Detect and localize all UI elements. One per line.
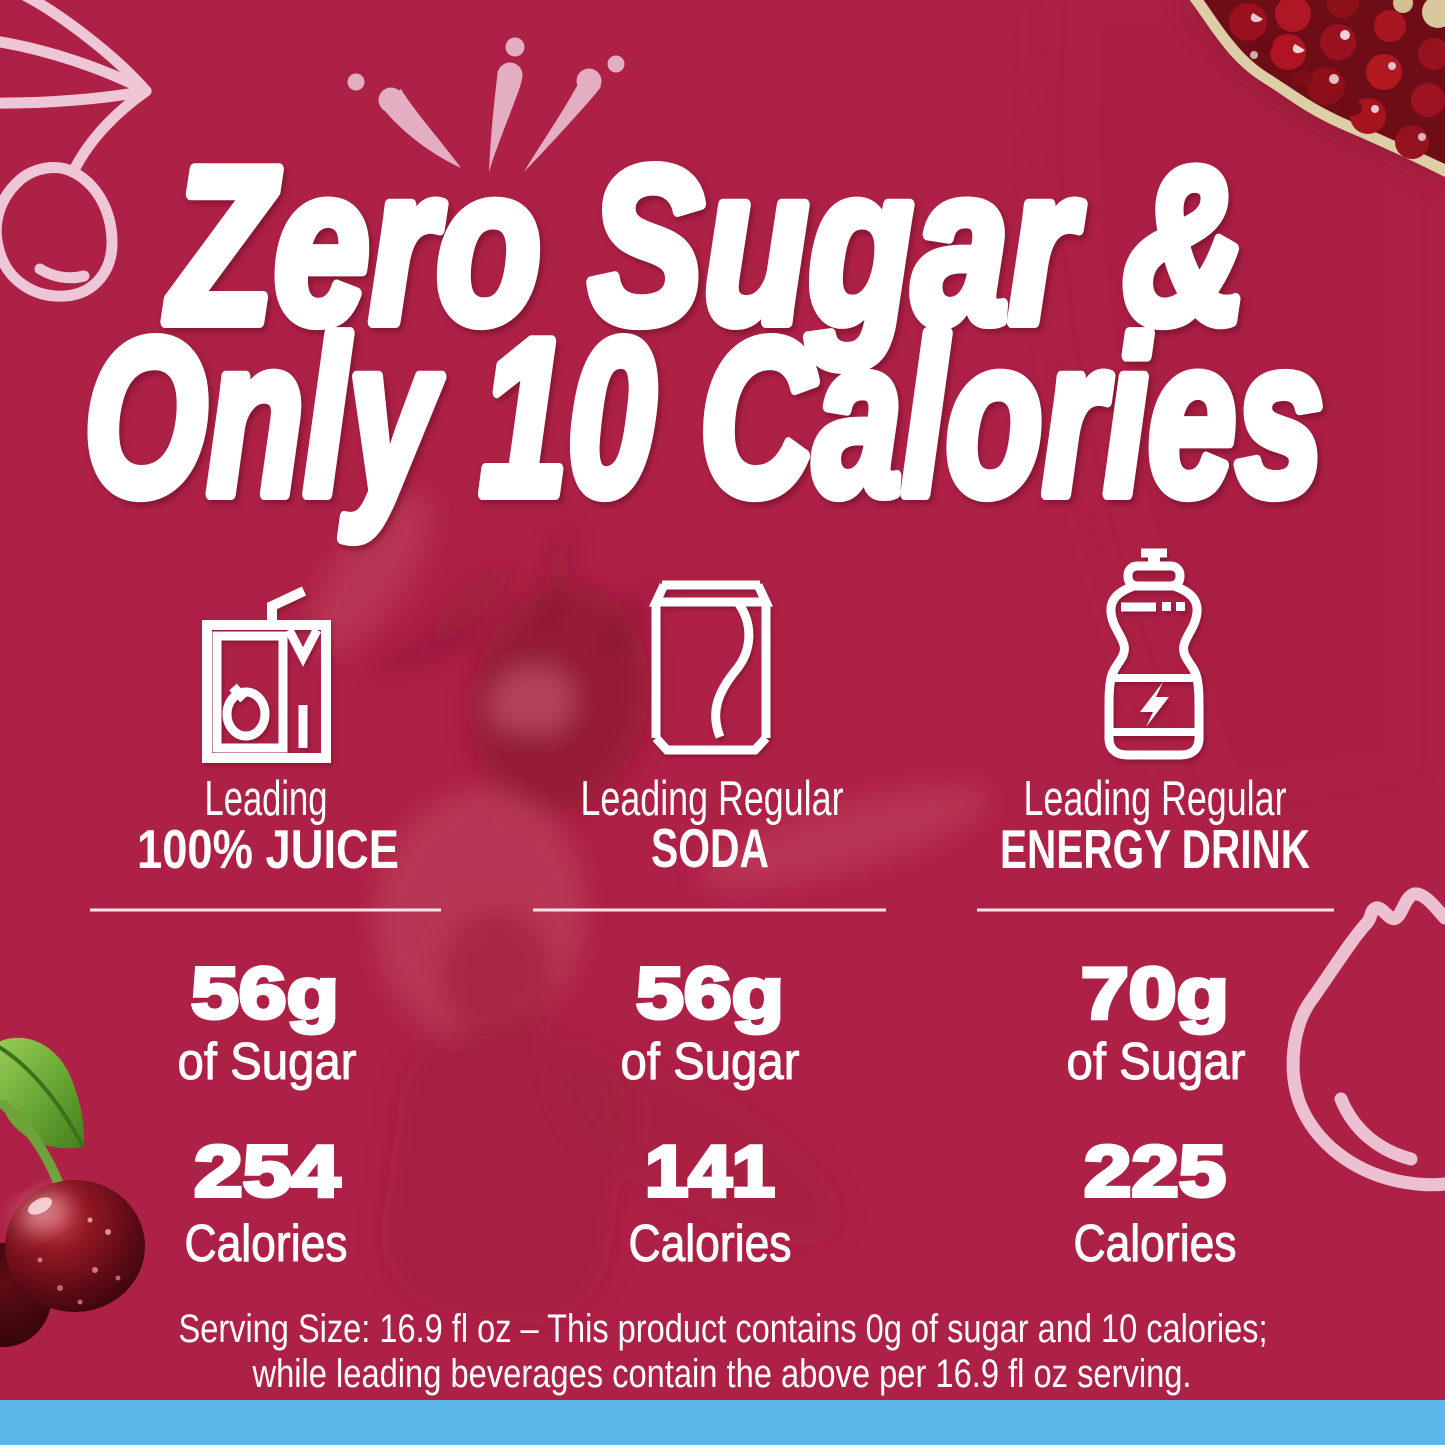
svg-text:of Sugar: of Sugar — [178, 1033, 357, 1091]
svg-text:Calories: Calories — [185, 1215, 348, 1273]
svg-text:of Sugar: of Sugar — [621, 1033, 800, 1091]
svg-text:254: 254 — [194, 1132, 340, 1212]
svg-text:100% JUICE: 100% JUICE — [137, 818, 399, 880]
svg-text:Only 10 Calories: Only 10 Calories — [84, 294, 1324, 542]
svg-text:56g: 56g — [191, 954, 339, 1034]
svg-text:Leading Regular: Leading Regular — [581, 772, 844, 826]
svg-text:70g: 70g — [1081, 954, 1229, 1034]
svg-text:Calories: Calories — [1074, 1215, 1237, 1273]
svg-text:while leading beverages contai: while leading beverages contain the abov… — [252, 1352, 1192, 1396]
svg-text:Zero Sugar &: Zero Sugar & — [164, 122, 1247, 370]
svg-text:SODA: SODA — [651, 817, 769, 879]
svg-text:of Sugar: of Sugar — [1067, 1033, 1246, 1091]
svg-text:225: 225 — [1084, 1132, 1226, 1212]
svg-text:ENERGY DRINK: ENERGY DRINK — [1000, 818, 1310, 880]
svg-text:Leading Regular: Leading Regular — [1024, 772, 1287, 826]
svg-text:Calories: Calories — [629, 1215, 792, 1273]
svg-text:Serving Size: 16.9 fl oz – Thi: Serving Size: 16.9 fl oz – This product … — [179, 1307, 1268, 1351]
svg-text:Leading: Leading — [205, 772, 328, 826]
svg-text:56g: 56g — [636, 954, 784, 1034]
svg-text:141: 141 — [645, 1132, 775, 1212]
